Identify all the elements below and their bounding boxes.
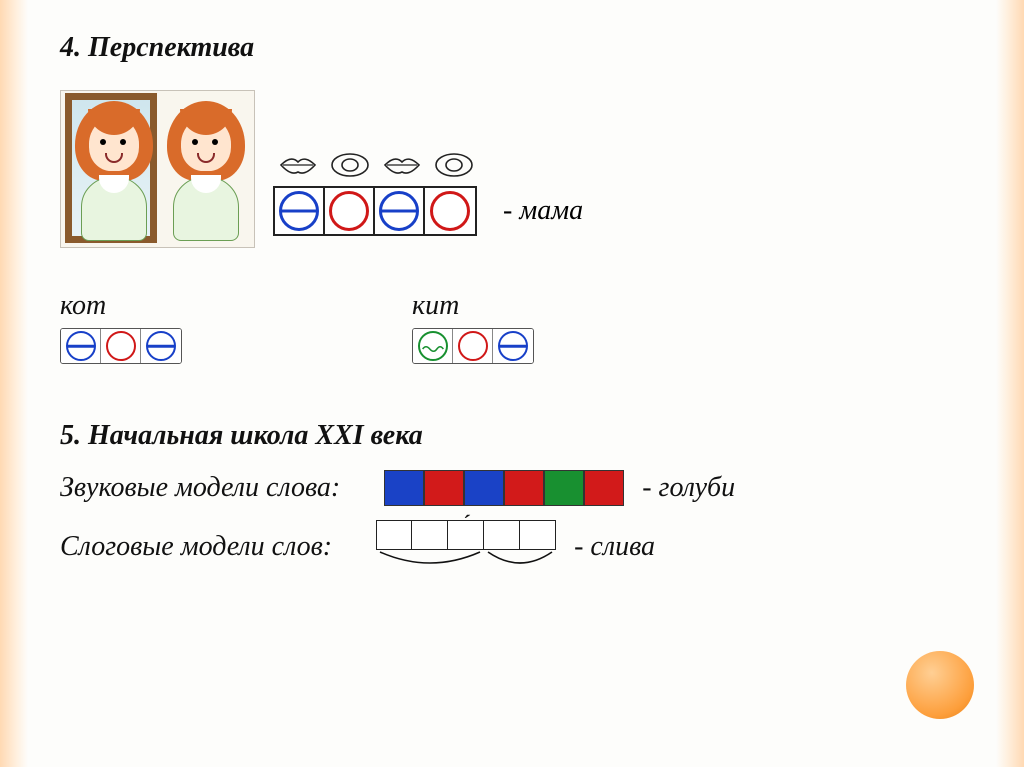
- word-label: кит: [412, 290, 534, 322]
- sound-square: [544, 470, 584, 506]
- word-column: кот: [60, 290, 182, 364]
- syllable-model: ´: [376, 520, 556, 574]
- word-sound-scheme: [60, 328, 182, 364]
- sound-square: [584, 470, 624, 506]
- slide-gradient-right: [996, 0, 1024, 767]
- slide-content: 4. Перспектива - мама коткит 5. Началь: [60, 32, 960, 588]
- lips-row: [277, 152, 583, 178]
- section4-heading: 4. Перспектива: [60, 32, 960, 64]
- syllable-model-prefix: Слоговые модели слов:: [60, 531, 332, 563]
- mama-scheme-block: - мама: [273, 90, 583, 248]
- girl-figure: [159, 95, 254, 243]
- girl-mirror-illustration: [60, 90, 255, 248]
- decorative-dot: [906, 651, 974, 719]
- lips-icon: [277, 152, 319, 178]
- girl-reflection: [67, 95, 162, 243]
- syllable-box: [412, 520, 448, 550]
- syllable-box: [520, 520, 556, 550]
- sound-model-prefix: Звуковые модели слова:: [60, 472, 340, 504]
- slide-gradient-left: [0, 0, 28, 767]
- mama-label: - мама: [503, 195, 583, 227]
- syllable-model-line: Слоговые модели слов: ´ - слива: [60, 520, 960, 574]
- sound-square: [504, 470, 544, 506]
- word-sound-scheme: [412, 328, 534, 364]
- sound-model-label: - голуби: [642, 472, 735, 504]
- section5-heading: 5. Начальная школа XXI века: [60, 420, 960, 452]
- sound-square: [424, 470, 464, 506]
- word-column: кит: [412, 290, 534, 364]
- sound-squares: [384, 470, 624, 506]
- section4-illustration: - мама: [60, 90, 960, 248]
- syllable-box: [376, 520, 412, 550]
- word-label: кот: [60, 290, 182, 322]
- syllable-box: [484, 520, 520, 550]
- lips-icon: [381, 152, 423, 178]
- scheme-cell: [325, 188, 375, 234]
- scheme-cell: [275, 188, 325, 234]
- words-row: кот кит: [60, 290, 960, 364]
- scheme-cell: [425, 188, 475, 234]
- lips-icon: [433, 152, 475, 178]
- scheme-cell: [375, 188, 425, 234]
- mama-sound-scheme: [273, 186, 477, 236]
- syllable-arcs: [376, 550, 556, 574]
- sound-model-line: Звуковые модели слова: - голуби: [60, 470, 960, 506]
- sound-square: [384, 470, 424, 506]
- sound-square: [464, 470, 504, 506]
- lips-icon: [329, 152, 371, 178]
- syllable-accent: ´: [462, 510, 469, 536]
- syllable-model-label: - слива: [574, 531, 655, 563]
